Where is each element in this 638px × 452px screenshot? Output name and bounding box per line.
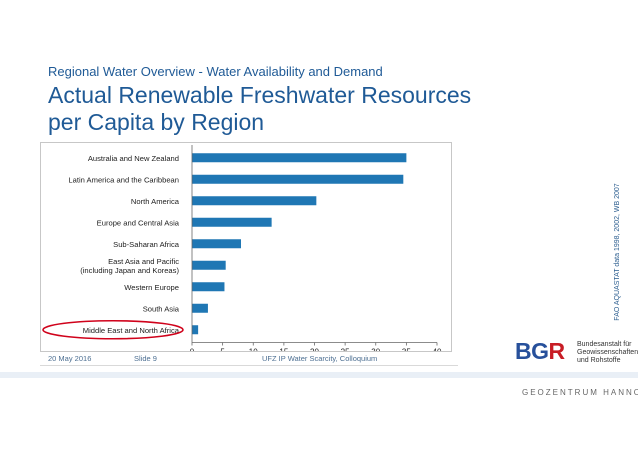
footer-date: 20 May 2016 — [48, 354, 92, 363]
source-note-text: FAO AQUASTAT data 1998, 2002, WB 2007 — [614, 183, 621, 321]
bar — [192, 260, 226, 270]
bar — [192, 282, 225, 292]
bgr-logo: BGR Bundesanstalt für Geowissenschaften … — [515, 338, 638, 384]
source-note: FAO AQUASTAT data 1998, 2002, WB 2007 — [614, 154, 628, 350]
category-label: Latin America and the Caribbean — [68, 175, 179, 184]
category-label: Western Europe — [124, 283, 179, 292]
category-label: Australia and New Zealand — [88, 154, 179, 163]
bar — [192, 217, 272, 227]
x-tick-label: 5 — [220, 348, 225, 352]
category-label: East Asia and Pacific — [108, 257, 179, 266]
chart-frame: Australia and New Zealand Latin America a… — [40, 142, 452, 352]
category-label: South Asia — [143, 304, 180, 313]
bar — [192, 174, 404, 184]
bgr-logo-mark: BGR — [515, 338, 565, 364]
bar — [192, 153, 407, 163]
x-tick-label: 15 — [279, 348, 288, 352]
category-label: Middle East and North Africa — [83, 326, 180, 335]
bar — [192, 325, 199, 335]
bar — [192, 239, 241, 249]
x-tick-label: 20 — [310, 348, 319, 352]
x-tick-label: 10 — [249, 348, 258, 352]
x-tick-label: 0 — [190, 348, 195, 352]
slide-subtitle: Regional Water Overview - Water Availabi… — [48, 64, 383, 79]
category-label: Sub-Saharan Africa — [113, 240, 180, 249]
x-tick-label: 40 — [433, 348, 442, 352]
footer-slide-number: Slide 9 — [134, 354, 157, 363]
category-label: (including Japan and Koreas) — [80, 266, 179, 275]
footer-event: UFZ IP Water Scarcity, Colloquium — [262, 354, 378, 363]
category-label: Europe and Central Asia — [97, 218, 180, 227]
x-tick-label: 25 — [341, 348, 350, 352]
category-label: North America — [131, 197, 180, 206]
bar — [192, 303, 208, 313]
bottom-band — [0, 372, 638, 378]
footer-divider — [40, 365, 458, 366]
highlight-ellipse — [42, 319, 184, 340]
x-tick-label: 30 — [371, 348, 380, 352]
bar — [192, 196, 317, 206]
slide-title: Actual Renewable Freshwater Resources pe… — [48, 82, 472, 135]
geozentrum-tagline: GEOZENTRUM HANNOVER — [522, 388, 638, 397]
x-tick-label: 35 — [402, 348, 411, 352]
bar-chart: Australia and New Zealand Latin America a… — [42, 145, 442, 352]
bgr-org-name: Bundesanstalt für Geowissenschaften und … — [577, 341, 638, 364]
